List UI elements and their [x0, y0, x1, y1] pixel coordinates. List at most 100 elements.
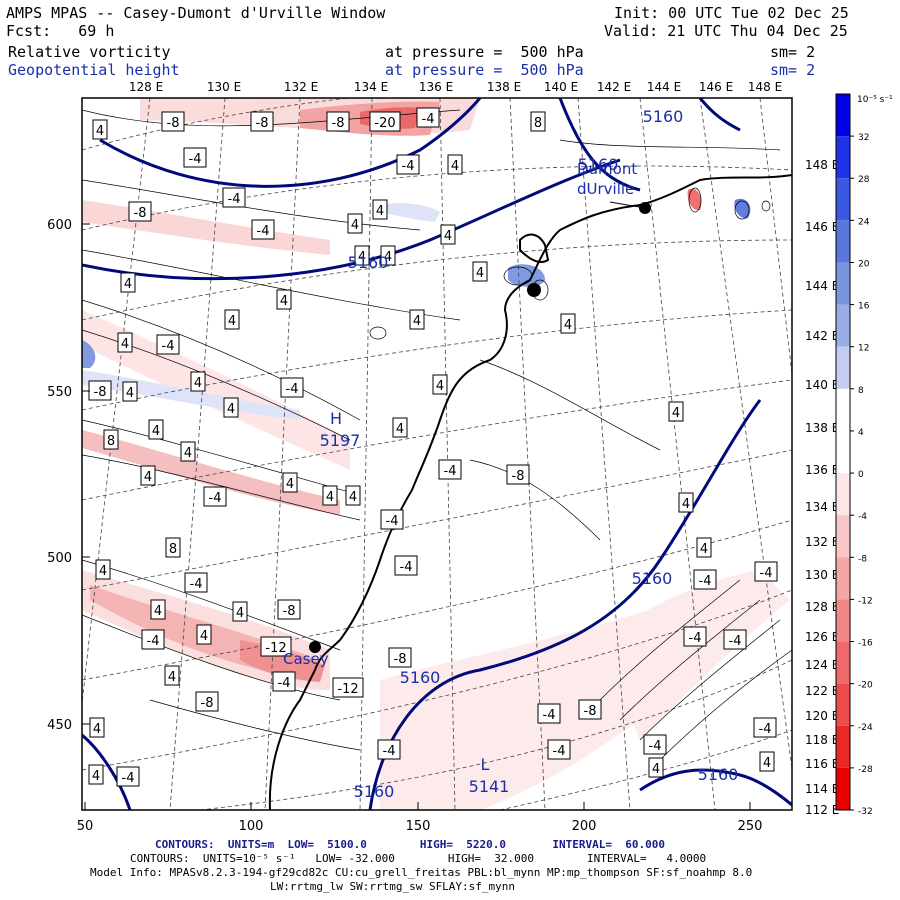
vorticity-label: -8: [578, 699, 602, 720]
colorbar-label: -24: [858, 723, 873, 733]
vorticity-label: -4: [141, 629, 165, 650]
colorbar-label: 20: [858, 259, 870, 269]
vorticity-label: -4: [683, 626, 707, 647]
svg-text:-8: -8: [167, 116, 180, 131]
height-label: 5160: [698, 765, 739, 784]
svg-text:-8: -8: [283, 604, 296, 619]
vorticity-label: 4: [678, 492, 694, 513]
colorbar-label: -12: [858, 596, 873, 606]
vorticity-label: 4: [88, 764, 104, 785]
vorticity-label: 4: [117, 332, 133, 353]
svg-text:4: 4: [376, 204, 384, 219]
svg-text:-4: -4: [699, 574, 712, 589]
top-lon-label: 144 E: [647, 80, 681, 94]
svg-text:-12: -12: [337, 682, 358, 697]
vorticity-label: 8: [103, 429, 119, 450]
svg-text:4: 4: [326, 490, 334, 505]
vorticity-label: -4: [116, 766, 140, 787]
vorticity-label: 4: [232, 601, 248, 622]
svg-text:8: 8: [107, 434, 115, 449]
casey-marker: [309, 641, 321, 653]
right-lon-label: 142 E: [805, 329, 839, 343]
colorbar-label: -20: [858, 681, 873, 691]
right-lon-label: 124 E: [805, 658, 839, 672]
y-axis-label: 600: [47, 218, 72, 233]
vorticity-label: 4: [759, 751, 775, 772]
colorbar-label: 24: [858, 217, 870, 227]
vorticity-label: -4: [753, 717, 777, 738]
footer-radiation-info: LW:rrtmg_lw SW:rrtmg_sw SFLAY:sf_mynn: [270, 880, 516, 893]
svg-text:-4: -4: [147, 634, 160, 649]
svg-text:-4: -4: [286, 382, 299, 397]
svg-text:4: 4: [121, 337, 129, 352]
y-axis-label: 450: [47, 718, 72, 733]
vorticity-label: 4: [347, 213, 363, 234]
svg-text:-4: -4: [122, 771, 135, 786]
colorbar-label: 0: [858, 470, 864, 480]
vorticity-label: 4: [696, 537, 712, 558]
axis-labels: 128 E 130 E 132 E 134 E 136 E 138 E 140 E 142 E…: [47, 80, 839, 834]
valid-time: Valid: 21 UTC Thu 04 Dec 25: [604, 22, 848, 40]
svg-text:4: 4: [396, 422, 404, 437]
vorticity-label: 4: [409, 309, 425, 330]
top-lon-label: 138 E: [487, 80, 521, 94]
svg-text:-4: -4: [383, 744, 396, 759]
vorticity-label: -8: [195, 691, 219, 712]
top-lon-label: 132 E: [284, 80, 318, 94]
right-lon-label: 118 E: [805, 733, 839, 747]
vorticity-contours: [82, 109, 792, 761]
right-lon-label: 140 E: [805, 378, 839, 392]
svg-text:-8: -8: [201, 696, 214, 711]
colorbar-swatch: [836, 473, 850, 516]
svg-text:-4: -4: [162, 339, 175, 354]
colorbar-label: -28: [858, 765, 873, 775]
vorticity-label: 4: [89, 717, 105, 738]
vorticity-label: 4: [92, 119, 108, 140]
low-value: 5141: [469, 777, 510, 796]
svg-text:4: 4: [700, 542, 708, 557]
svg-text:4: 4: [168, 670, 176, 685]
colorbar-label: -8: [858, 554, 867, 564]
right-lon-label: 116 E: [805, 757, 839, 771]
casey-label: Casey: [283, 650, 329, 668]
svg-text:4: 4: [280, 294, 288, 309]
svg-text:4: 4: [349, 490, 357, 505]
height-labels: 5160 5160 5160 5160 5160 5160 5160 H 5197 L 5141 Ca…: [283, 107, 738, 801]
colorbar-swatch: [836, 557, 850, 600]
colorbar-label: -16: [858, 639, 873, 649]
vorticity-label: -4: [183, 147, 207, 168]
svg-text:-12: -12: [265, 641, 286, 656]
right-lon-label: 138 E: [805, 421, 839, 435]
x-axis-label: 100: [239, 819, 264, 834]
svg-text:4: 4: [451, 159, 459, 174]
vorticity-label: -20: [369, 111, 401, 132]
svg-text:4: 4: [184, 446, 192, 461]
svg-text:-4: -4: [278, 676, 291, 691]
colorbar-label: 12: [858, 344, 869, 354]
svg-text:4: 4: [227, 402, 235, 417]
vorticity-label: -4: [280, 377, 304, 398]
svg-text:-4: -4: [553, 744, 566, 759]
field2-name: Geopotential height: [8, 61, 180, 79]
svg-text:-8: -8: [584, 704, 597, 719]
colorbar-swatch: [836, 346, 850, 389]
svg-text:4: 4: [436, 379, 444, 394]
vorticity-label: 4: [224, 309, 240, 330]
vorticity-label: 4: [223, 397, 239, 418]
field1-level: at pressure = 500 hPa: [385, 43, 584, 61]
vorticity-label: 4: [95, 559, 111, 580]
high-letter: H: [330, 409, 342, 428]
x-axis-label: 150: [406, 819, 431, 834]
top-lon-label: 134 E: [354, 80, 388, 94]
colorbar-label: 32: [858, 133, 869, 143]
svg-text:4: 4: [564, 318, 572, 333]
vorticity-label: 4: [472, 261, 488, 282]
height-label: 5160: [348, 253, 389, 272]
height-label: 5160: [643, 107, 684, 126]
vorticity-label: -4: [184, 572, 208, 593]
vorticity-label: 4: [372, 199, 388, 220]
svg-text:4: 4: [144, 470, 152, 485]
vorticity-label: 4: [447, 154, 463, 175]
svg-text:4: 4: [99, 564, 107, 579]
vorticity-label: 4: [150, 599, 166, 620]
